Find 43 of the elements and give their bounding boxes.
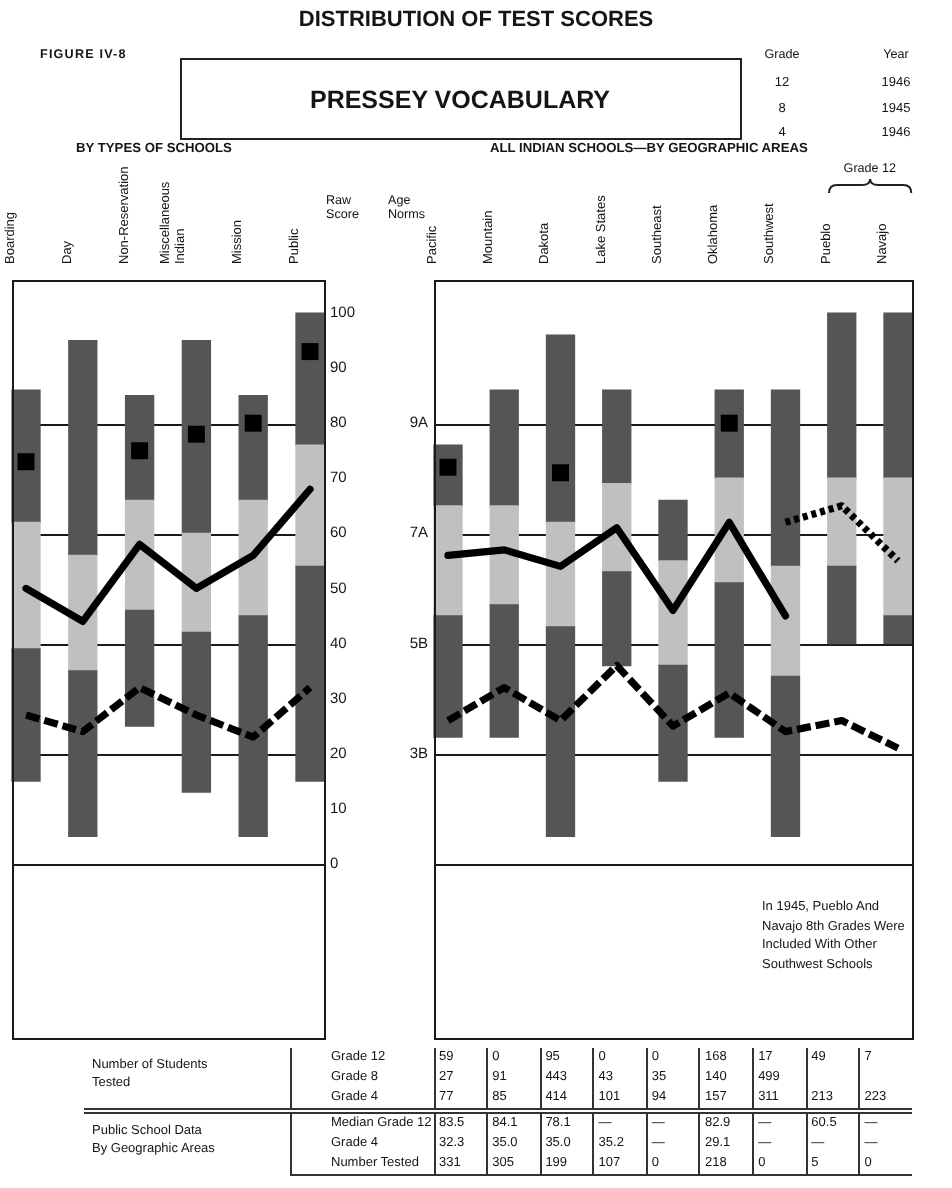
bar (602, 571, 632, 667)
bar (238, 615, 268, 837)
bar (295, 565, 325, 782)
bar (770, 675, 801, 837)
text: DISTRIBUTION OF TEST SCORES (298, 8, 654, 32)
bar (11, 389, 41, 523)
point (244, 414, 262, 432)
bar (433, 505, 463, 617)
bar (770, 565, 801, 678)
bar (489, 505, 519, 606)
bar (714, 582, 744, 738)
point (187, 425, 205, 443)
bar (181, 631, 212, 793)
bar (11, 521, 41, 650)
bar (658, 664, 688, 782)
bar (883, 615, 913, 645)
bar (883, 312, 913, 479)
point (17, 453, 35, 471)
bar (11, 648, 41, 782)
point (131, 442, 149, 460)
bar (124, 609, 155, 727)
bar (489, 604, 519, 738)
bar (883, 477, 913, 617)
bar (433, 615, 463, 738)
bar (770, 389, 801, 568)
bar (238, 394, 268, 501)
bar (295, 444, 325, 568)
bar (68, 670, 98, 837)
bar (602, 389, 632, 485)
bar (658, 499, 688, 562)
bar (545, 334, 576, 523)
bar (827, 565, 857, 645)
line-series (22, 683, 314, 741)
bar (489, 389, 519, 507)
point (301, 343, 319, 361)
text: PRESSEY VOCABULARY (309, 86, 611, 114)
bar (545, 626, 576, 837)
bar (68, 339, 98, 557)
bar (124, 394, 155, 501)
bar (827, 312, 857, 479)
bar (181, 339, 212, 534)
bar (827, 477, 857, 568)
bar (295, 312, 325, 446)
